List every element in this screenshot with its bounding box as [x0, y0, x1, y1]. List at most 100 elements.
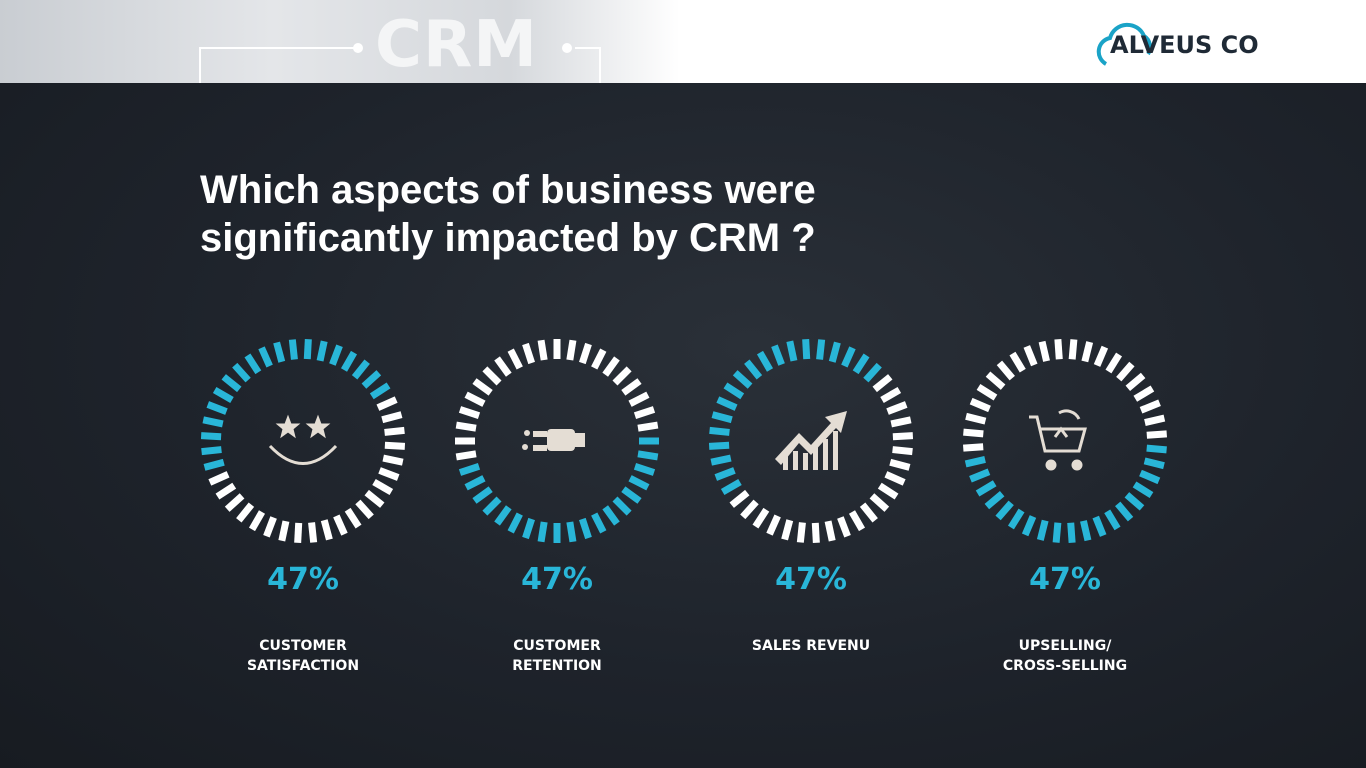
ring-tick — [786, 340, 798, 362]
ring-tick — [965, 412, 987, 425]
ring-tick — [1038, 340, 1050, 362]
ring-tick — [472, 486, 493, 504]
ring-tick — [996, 360, 1015, 381]
ring-tick — [963, 443, 984, 452]
ring-tick — [602, 505, 620, 526]
icon-cart — [1029, 409, 1087, 471]
ring-tick — [507, 512, 523, 534]
ring-tick — [340, 350, 358, 372]
ring-tick — [708, 441, 730, 450]
ring-tick — [811, 522, 820, 544]
ring-tick — [859, 502, 878, 523]
ring-tick — [880, 386, 902, 404]
ring-tick — [824, 520, 836, 542]
ring-tick — [382, 454, 404, 466]
ring-tick — [892, 446, 913, 456]
ring-track — [963, 339, 1167, 452]
ring-tick — [752, 507, 770, 529]
ring-value — [964, 444, 1167, 543]
ring-tick — [364, 489, 385, 508]
ring-tick — [1146, 430, 1167, 439]
ring-tick — [224, 493, 245, 512]
ring-tick — [766, 514, 781, 536]
ring-tick — [458, 463, 481, 476]
value-label: 47% — [1029, 562, 1101, 597]
ring-tick — [232, 362, 251, 383]
ring-tick — [273, 341, 286, 363]
ring-tick — [633, 463, 656, 476]
ring-tick — [1116, 361, 1135, 382]
ring-tick — [710, 454, 732, 466]
ring-tick — [709, 426, 730, 436]
ring-tick — [889, 458, 911, 471]
ring-value — [200, 338, 391, 471]
ring-tick — [248, 510, 266, 532]
ring-tick — [1023, 345, 1038, 367]
ring-tick — [361, 370, 382, 389]
ring-tick — [633, 406, 656, 419]
ring-tick — [472, 378, 493, 396]
brand-name: ALVEUS CO — [1110, 31, 1259, 59]
ring-value — [708, 338, 882, 496]
ring-tick — [206, 401, 228, 415]
ring-tick — [1143, 457, 1165, 470]
ring-tick — [1115, 501, 1134, 522]
value-label: 47% — [521, 562, 593, 597]
ring-tick — [200, 432, 222, 441]
ring-tick — [1054, 339, 1063, 360]
ring-tick — [985, 371, 1006, 390]
ring-tick — [841, 346, 856, 368]
ring-tick — [848, 510, 866, 532]
ring-tick — [278, 520, 290, 542]
ring-tick — [732, 370, 753, 389]
ring-tick — [384, 426, 405, 436]
ring-tick — [1139, 399, 1161, 414]
ring-tick — [612, 366, 632, 386]
ring-tick — [884, 471, 906, 486]
ring-tick — [464, 475, 486, 491]
ring-tick — [201, 446, 222, 456]
ring-tick — [976, 383, 998, 401]
ring-tick — [1081, 341, 1094, 363]
ring-tick — [740, 499, 759, 520]
top-bar: CRM ALVEUS CO — [0, 0, 1366, 83]
ring-tick — [1009, 351, 1026, 373]
ring-tick — [537, 339, 548, 361]
ring-tick — [1007, 508, 1025, 530]
ring-tick — [837, 516, 851, 538]
ring-tick — [1133, 385, 1155, 402]
ring-tick — [1144, 414, 1166, 426]
ring-tick — [329, 344, 343, 366]
ring-tick — [1036, 519, 1049, 541]
ring-tick — [288, 339, 298, 360]
banner-image: CRM — [0, 0, 680, 83]
ring-tick — [351, 359, 370, 380]
ring-tick — [215, 482, 237, 500]
ring-tick — [316, 340, 328, 362]
value-label: 47% — [267, 562, 339, 597]
ring-tick — [1067, 522, 1076, 543]
ring-tick — [802, 338, 811, 360]
ring-tick — [455, 421, 477, 432]
value-label: 47% — [775, 562, 847, 597]
ring-tick — [376, 396, 398, 411]
ring-tick — [522, 517, 535, 540]
ring-tick — [877, 482, 899, 500]
ring-tick — [1146, 444, 1167, 454]
ring-tick — [969, 468, 991, 483]
ring-tick — [372, 478, 394, 496]
ring-tick — [591, 348, 607, 370]
ring-tick — [1092, 515, 1107, 537]
ring-tick — [771, 344, 785, 366]
ring-tick — [886, 401, 908, 415]
ring-tick — [579, 517, 592, 540]
chart-title: Which aspects of business were significa… — [200, 168, 816, 260]
ring-tick — [892, 432, 914, 441]
ring-tick — [1052, 522, 1062, 543]
ring-tick — [537, 521, 548, 543]
ring-track — [455, 339, 659, 461]
ring-tick — [723, 382, 745, 400]
ring-tick — [602, 356, 620, 377]
ring-tick — [1021, 515, 1037, 537]
ring-tick — [1139, 469, 1161, 485]
